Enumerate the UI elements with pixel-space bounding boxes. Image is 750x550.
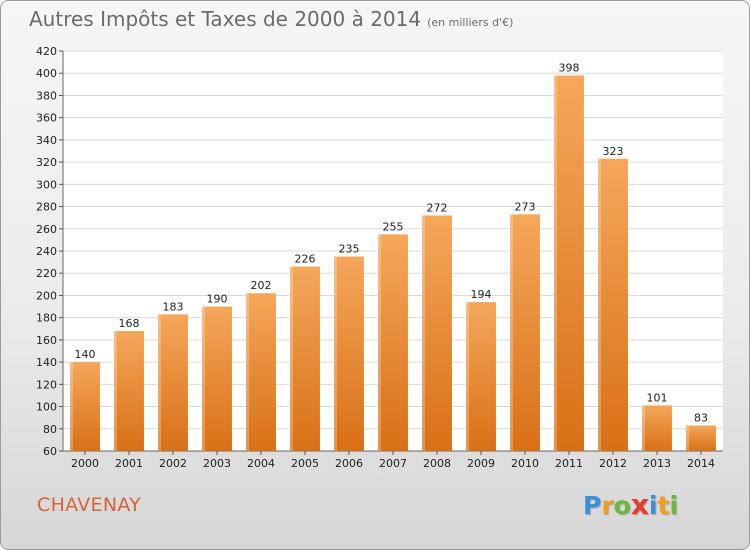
logo-letter: P xyxy=(583,491,602,520)
y-tick-label: 240 xyxy=(36,245,57,258)
bar-2013[interactable] xyxy=(642,405,672,451)
y-tick-label: 180 xyxy=(36,312,57,325)
x-tick-label-2001: 2001 xyxy=(115,457,143,470)
y-tick-label: 280 xyxy=(36,201,57,214)
y-tick-label: 160 xyxy=(36,334,57,347)
value-label-2000: 140 xyxy=(75,348,96,361)
bar-highlight xyxy=(378,234,382,451)
y-tick-label: 60 xyxy=(43,445,57,458)
value-label-2005: 226 xyxy=(295,253,316,266)
bar-highlight xyxy=(686,425,690,451)
chart-subtitle: (en milliers d'€) xyxy=(427,16,514,29)
x-tick-label-2012: 2012 xyxy=(599,457,627,470)
proxiti-logo[interactable]: Proxiti xyxy=(583,488,678,521)
value-label-2002: 183 xyxy=(163,300,184,313)
x-tick-label-2004: 2004 xyxy=(247,457,275,470)
x-axis: 2000 2001 2002 2003 2004 2005 2006 2007 2008 2009… xyxy=(71,451,715,470)
value-label-2013: 101 xyxy=(647,391,668,404)
bar-2001[interactable] xyxy=(114,331,144,451)
value-label-2006: 235 xyxy=(339,243,360,256)
bar-2003[interactable] xyxy=(202,306,232,451)
bar-2000[interactable] xyxy=(70,362,100,451)
chart-title: Autres Impôts et Taxes de 2000 à 2014 (en… xyxy=(29,7,513,31)
bar-highlight xyxy=(598,158,602,451)
x-tick-label-2009: 2009 xyxy=(467,457,495,470)
logo-letter: i xyxy=(648,491,658,520)
y-tick-label: 140 xyxy=(36,356,57,369)
bar-highlight xyxy=(114,331,118,451)
bar-2007[interactable] xyxy=(378,234,408,451)
place-name: CHAVENAY xyxy=(37,494,142,516)
bar-highlight xyxy=(158,314,162,451)
logo-letter: o xyxy=(613,491,631,520)
x-tick-label-2010: 2010 xyxy=(511,457,539,470)
y-tick-label: 320 xyxy=(36,156,57,169)
x-tick-label-2007: 2007 xyxy=(379,457,407,470)
logo-letter: t xyxy=(657,491,670,520)
x-tick-label-2000: 2000 xyxy=(71,457,99,470)
bar-2004[interactable] xyxy=(246,293,276,451)
value-labels: 140 168 183 190 202 226 235 255 272 194 273 398 323 1… xyxy=(75,61,709,424)
bar-highlight xyxy=(554,75,558,451)
bar-2008[interactable] xyxy=(422,215,452,451)
y-tick-label: 400 xyxy=(36,67,57,80)
x-tick-label-2011: 2011 xyxy=(555,457,583,470)
bar-2010[interactable] xyxy=(510,214,540,451)
x-tick-label-2008: 2008 xyxy=(423,457,451,470)
bar-2005[interactable] xyxy=(290,266,320,451)
value-label-2014: 83 xyxy=(694,411,708,424)
bar-highlight xyxy=(70,362,74,451)
y-tick-label: 120 xyxy=(36,378,57,391)
y-tick-label: 340 xyxy=(36,134,57,147)
logo-letter: x xyxy=(630,488,649,521)
value-label-2008: 272 xyxy=(427,201,448,214)
y-tick-label: 200 xyxy=(36,289,57,302)
logo-letter: i xyxy=(669,491,679,520)
x-tick-label-2013: 2013 xyxy=(643,457,671,470)
x-tick-label-2002: 2002 xyxy=(159,457,187,470)
bar-2014[interactable] xyxy=(686,425,716,451)
value-label-2010: 273 xyxy=(515,200,536,213)
bar-2009[interactable] xyxy=(466,302,496,451)
bar-2012[interactable] xyxy=(598,158,628,451)
value-label-2011: 398 xyxy=(559,61,580,74)
bar-highlight xyxy=(642,405,646,451)
value-label-2007: 255 xyxy=(383,220,404,233)
value-label-2003: 190 xyxy=(207,293,228,306)
bar-highlight xyxy=(466,302,470,451)
value-label-2012: 323 xyxy=(603,145,624,158)
chart-title-main: Autres Impôts et Taxes de 2000 à 2014 xyxy=(29,7,422,31)
x-tick-label-2005: 2005 xyxy=(291,457,319,470)
y-tick-label: 420 xyxy=(36,45,57,58)
bar-2011[interactable] xyxy=(554,75,584,451)
y-tick-label: 80 xyxy=(43,423,57,436)
bar-highlight xyxy=(510,214,514,451)
value-label-2009: 194 xyxy=(471,288,492,301)
x-tick-label-2006: 2006 xyxy=(335,457,363,470)
bars xyxy=(70,75,716,451)
bar-2002[interactable] xyxy=(158,314,188,451)
bar-highlight xyxy=(202,306,206,451)
y-tick-label: 360 xyxy=(36,112,57,125)
logo-letter: r xyxy=(601,491,614,520)
y-tick-label: 220 xyxy=(36,267,57,280)
y-tick-label: 300 xyxy=(36,178,57,191)
x-tick-label-2003: 2003 xyxy=(203,457,231,470)
bar-highlight xyxy=(290,266,294,451)
bar-highlight xyxy=(422,215,426,451)
bar-highlight xyxy=(334,256,338,451)
value-label-2004: 202 xyxy=(251,279,272,292)
x-tick-label-2014: 2014 xyxy=(687,457,715,470)
y-tick-label: 100 xyxy=(36,401,57,414)
y-tick-label: 380 xyxy=(36,89,57,102)
value-label-2001: 168 xyxy=(119,317,140,330)
bar-highlight xyxy=(246,293,250,451)
bar-2006[interactable] xyxy=(334,256,364,451)
y-tick-label: 260 xyxy=(36,223,57,236)
